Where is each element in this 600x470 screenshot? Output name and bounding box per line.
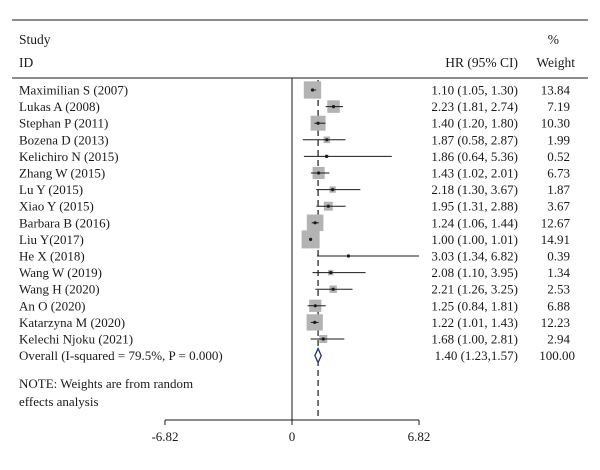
study-weight-text: 1.34 <box>547 265 570 280</box>
header-study: Study <box>19 32 51 47</box>
study-ci-text: 2.23 (1.81, 2.74) <box>431 99 518 114</box>
study-weight-text: 2.94 <box>547 332 570 347</box>
study-weight-text: 14.91 <box>541 232 570 247</box>
study-label: Wang W (2019) <box>19 265 102 280</box>
study-weight-text: 13.84 <box>541 83 571 98</box>
study-label: Katarzyna M (2020) <box>19 315 125 330</box>
overall-ci-text: 1.40 (1.23,1.57) <box>435 348 518 363</box>
study-ci-text: 1.43 (1.02, 2.01) <box>431 166 518 181</box>
study-label: He X (2018) <box>19 249 85 264</box>
overall-row: Overall (I-squared = 79.5%, P = 0.000) 1.… <box>19 347 575 365</box>
study-row: Zhang W (2015) 1.43 (1.02, 2.01) 6.73 <box>19 166 570 181</box>
header-percent: % <box>548 32 559 47</box>
study-weight-text: 3.67 <box>547 199 570 214</box>
study-ci-text: 1.00 (1.00, 1.01) <box>431 232 518 247</box>
study-point <box>317 171 321 175</box>
study-row: Lukas A (2008) 2.23 (1.81, 2.74) 7.19 <box>19 99 570 114</box>
study-point <box>313 304 317 308</box>
study-point <box>325 154 329 158</box>
study-label: Wang H (2020) <box>19 282 100 297</box>
study-weight-text: 0.39 <box>547 249 570 264</box>
study-label: Xiao Y (2015) <box>19 199 94 214</box>
header-effect: HR (95% CI) <box>445 55 518 70</box>
study-row: Kelechi Njoku (2021) 1.68 (1.00, 2.81) 2.9… <box>19 332 571 347</box>
study-point <box>346 254 351 258</box>
study-point <box>316 121 320 125</box>
study-label: Bozena D (2013) <box>19 132 109 147</box>
study-point <box>313 221 317 225</box>
study-row: Stephan P (2011) 1.40 (1.20, 1.80) 10.30 <box>19 116 570 131</box>
study-point <box>329 271 333 275</box>
study-point <box>330 188 335 192</box>
study-weight-text: 0.52 <box>547 149 570 164</box>
study-label: Kelechi Njoku (2021) <box>19 332 133 347</box>
study-point <box>331 105 336 109</box>
study-ci-text: 1.10 (1.05, 1.30) <box>431 83 518 98</box>
study-label: Stephan P (2011) <box>19 116 108 131</box>
study-row: He X (2018) 3.03 (1.34, 6.82) 0.39 <box>19 249 570 264</box>
overall-label: Overall (I-squared = 79.5%, P = 0.000) <box>19 348 223 363</box>
study-ci-text: 2.18 (1.30, 3.67) <box>431 182 518 197</box>
header-id: ID <box>19 55 33 70</box>
study-row: Kelichiro N (2015) 1.86 (0.64, 5.36) 0.52 <box>19 149 570 164</box>
study-label: Liu Y(2017) <box>19 232 84 247</box>
study-point <box>326 204 330 208</box>
study-weight-text: 6.88 <box>547 298 570 313</box>
study-row: Wang W (2019) 2.08 (1.10, 3.95) 1.34 <box>19 265 571 280</box>
study-row: Wang H (2020) 2.21 (1.26, 3.25) 2.53 <box>19 282 570 297</box>
study-ci-text: 1.68 (1.00, 2.81) <box>431 332 518 347</box>
study-ci-text: 1.95 (1.31, 2.88) <box>431 199 518 214</box>
study-ci-text: 1.87 (0.58, 2.87) <box>431 132 518 147</box>
study-label: Maximilian S (2007) <box>19 83 128 98</box>
study-ci-text: 1.22 (1.01, 1.43) <box>431 315 518 330</box>
study-row: Lu Y (2015) 2.18 (1.30, 3.67) 1.87 <box>19 182 571 197</box>
note-line-1: NOTE: Weights are from random <box>19 376 193 391</box>
note-line-2: effects analysis <box>19 394 99 409</box>
study-ci-text: 1.24 (1.06, 1.44) <box>431 215 518 230</box>
study-label: Barbara B (2016) <box>19 215 110 230</box>
study-label: Lu Y (2015) <box>19 182 83 197</box>
overall-diamond <box>314 347 322 365</box>
study-ci-text: 1.40 (1.20, 1.80) <box>431 116 518 131</box>
study-weight-text: 12.67 <box>541 215 571 230</box>
study-ci-text: 1.25 (0.84, 1.81) <box>431 298 518 313</box>
study-label: An O (2020) <box>19 298 85 313</box>
study-row: Xiao Y (2015) 1.95 (1.31, 2.88) 3.67 <box>19 199 571 214</box>
study-ci-text: 3.03 (1.34, 6.82) <box>431 249 518 264</box>
study-point <box>331 287 335 291</box>
study-weight-text: 6.73 <box>547 166 570 181</box>
x-tick-label: 6.82 <box>408 429 431 444</box>
study-label: Kelichiro N (2015) <box>19 149 119 164</box>
study-weight-text: 12.23 <box>541 315 570 330</box>
study-ci-text: 1.86 (0.64, 5.36) <box>431 149 518 164</box>
study-row: Liu Y(2017) 1.00 (1.00, 1.01) 14.91 <box>19 230 570 249</box>
study-weight-text: 7.19 <box>547 99 570 114</box>
study-weight-text: 1.87 <box>547 182 570 197</box>
study-row: Maximilian S (2007) 1.10 (1.05, 1.30) 13.8… <box>19 81 571 99</box>
study-weight-text: 1.99 <box>547 132 570 147</box>
x-tick-label: -6.82 <box>151 429 178 444</box>
study-label: Lukas A (2008) <box>19 99 100 114</box>
study-label: Zhang W (2015) <box>19 166 105 181</box>
study-row: Katarzyna M (2020) 1.22 (1.01, 1.43) 12.23 <box>19 314 570 331</box>
study-row: Barbara B (2016) 1.24 (1.06, 1.44) 12.67 <box>19 214 571 232</box>
header-weight: Weight <box>536 55 575 70</box>
study-point <box>325 138 329 142</box>
study-point <box>313 320 317 324</box>
study-weight-text: 10.30 <box>541 116 570 131</box>
overall-weight-text: 100.00 <box>539 348 575 363</box>
study-ci-text: 2.21 (1.26, 3.25) <box>431 282 518 297</box>
study-weight-text: 2.53 <box>547 282 570 297</box>
study-row: Bozena D (2013) 1.87 (0.58, 2.87) 1.99 <box>19 132 570 147</box>
study-row: An O (2020) 1.25 (0.84, 1.81) 6.88 <box>19 298 570 313</box>
study-point <box>309 237 313 241</box>
study-point <box>321 337 325 341</box>
x-tick-label: 0 <box>289 429 296 444</box>
study-point <box>310 88 315 92</box>
study-ci-text: 2.08 (1.10, 3.95) <box>431 265 518 280</box>
